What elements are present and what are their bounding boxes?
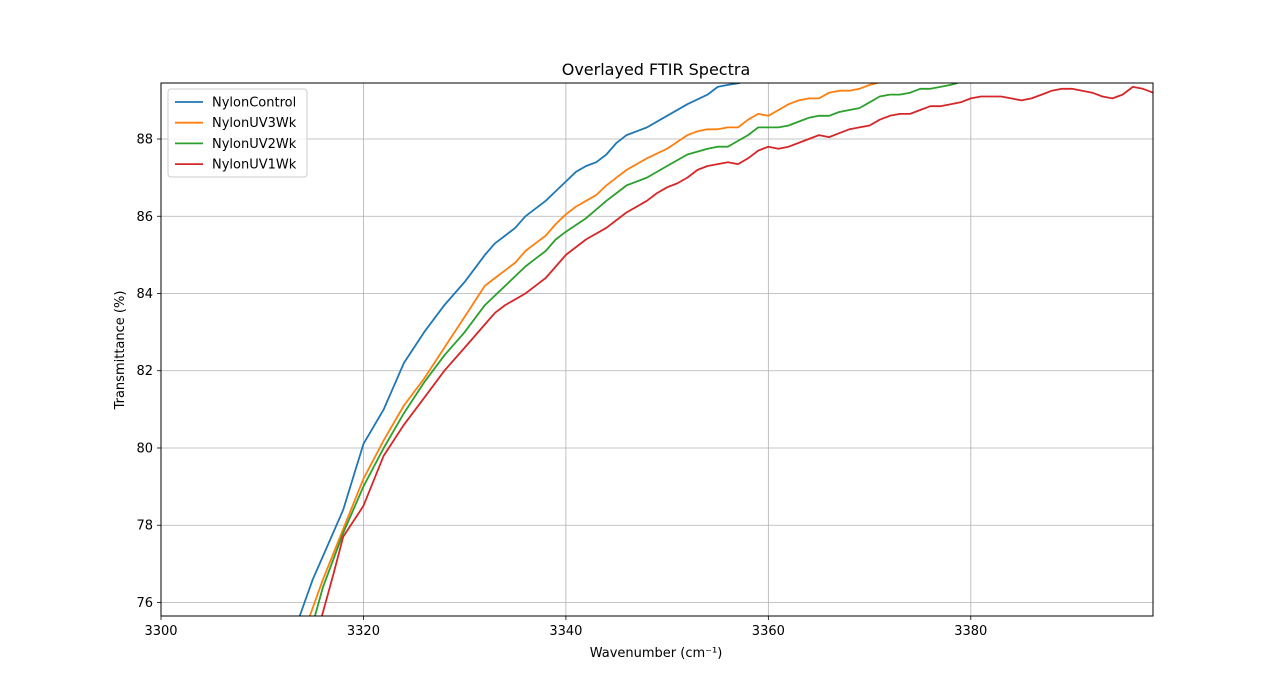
plot-frame — [160, 82, 1154, 617]
legend-label: NylonControl — [212, 96, 296, 111]
legend-label: NylonUV3Wk — [212, 116, 297, 131]
x-tick-label: 3300 — [144, 624, 177, 639]
x-axis-ticks: 3300 3320 3340 3360 3380 — [144, 616, 987, 639]
y-tick-label: 76 — [136, 596, 153, 611]
x-tick-label: 3380 — [954, 624, 987, 639]
x-tick-label: 3360 — [752, 624, 785, 639]
x-tick-label: 3320 — [347, 624, 380, 639]
y-axis-label: Transmittance (%) — [113, 291, 128, 411]
series-line-nylonuv1wk — [321, 86, 1153, 616]
series-line-nyloncontrol — [298, 83, 741, 616]
y-tick-label: 88 — [136, 133, 153, 148]
x-axis-label: Wavenumber (cm⁻¹) — [590, 646, 723, 661]
y-tick-label: 86 — [136, 210, 153, 225]
chart-title: Overlayed FTIR Spectra — [562, 60, 751, 79]
legend-label: NylonUV1Wk — [212, 158, 297, 173]
series-lines — [298, 83, 1153, 616]
x-tick-label: 3340 — [549, 624, 582, 639]
y-tick-label: 84 — [136, 287, 153, 302]
y-tick-label: 80 — [136, 441, 153, 456]
legend-label: NylonUV2Wk — [212, 137, 297, 152]
y-axis-ticks: 76 78 80 82 84 86 88 — [136, 133, 161, 611]
y-tick-label: 82 — [136, 364, 153, 379]
y-tick-label: 78 — [136, 519, 153, 534]
series-line-nylonuv2wk — [314, 83, 958, 616]
legend: NylonControl NylonUV3Wk NylonUV2Wk NylonUV1… — [167, 88, 308, 178]
legend-box — [167, 88, 308, 178]
grid — [160, 83, 1153, 616]
series-line-nylonuv3wk — [308, 83, 878, 616]
